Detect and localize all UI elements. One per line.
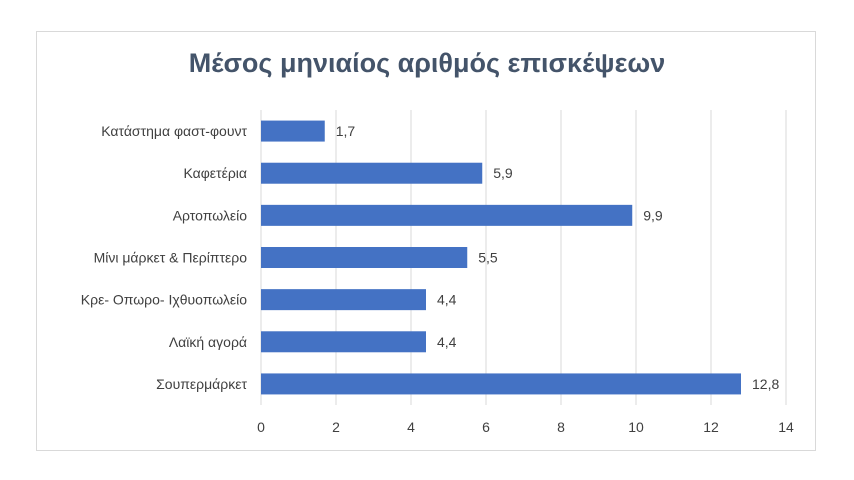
x-tick-label: 2 (332, 419, 340, 435)
bar-5 (261, 331, 426, 353)
value-label: 4,4 (437, 334, 457, 350)
label-layer: 0 2 4 6 8 10 12 14 Κατάστημα φαστ-φουντ 1,7 Καφετέ… (81, 123, 794, 435)
x-tick-label: 0 (257, 419, 265, 435)
value-label: 12,8 (752, 376, 779, 392)
x-tick-label: 10 (628, 419, 644, 435)
category-label: Κρε- Οπωρο- Ιχθυοπωλείο (81, 292, 247, 308)
value-label: 9,9 (643, 207, 663, 223)
category-label: Αρτοπωλείο (173, 207, 248, 223)
value-label: 1,7 (336, 123, 356, 139)
category-label: Μίνι μάρκετ & Περίπτερο (94, 250, 248, 266)
chart-title: Μέσος μηνιαίος αριθμός επισκέψεων (188, 48, 666, 78)
x-tick-label: 12 (703, 419, 719, 435)
category-label: Καφετέρια (183, 165, 247, 181)
bar-6 (261, 373, 741, 395)
value-label: 4,4 (437, 292, 457, 308)
bar-0 (261, 120, 325, 142)
x-tick-label: 6 (482, 419, 490, 435)
category-label: Λαϊκή αγορά (169, 334, 247, 350)
x-tick-label: 14 (778, 419, 794, 435)
bar-layer (261, 120, 741, 395)
bar-2 (261, 204, 633, 226)
x-tick-label: 8 (557, 419, 565, 435)
category-label: Σουπερμάρκετ (156, 376, 247, 392)
bar-3 (261, 247, 468, 268)
bar-4 (261, 289, 426, 311)
value-label: 5,9 (493, 165, 513, 181)
bar-1 (261, 162, 483, 184)
category-label: Κατάστημα φαστ-φουντ (101, 123, 247, 139)
value-label: 5,5 (478, 250, 498, 266)
x-tick-label: 4 (407, 419, 415, 435)
